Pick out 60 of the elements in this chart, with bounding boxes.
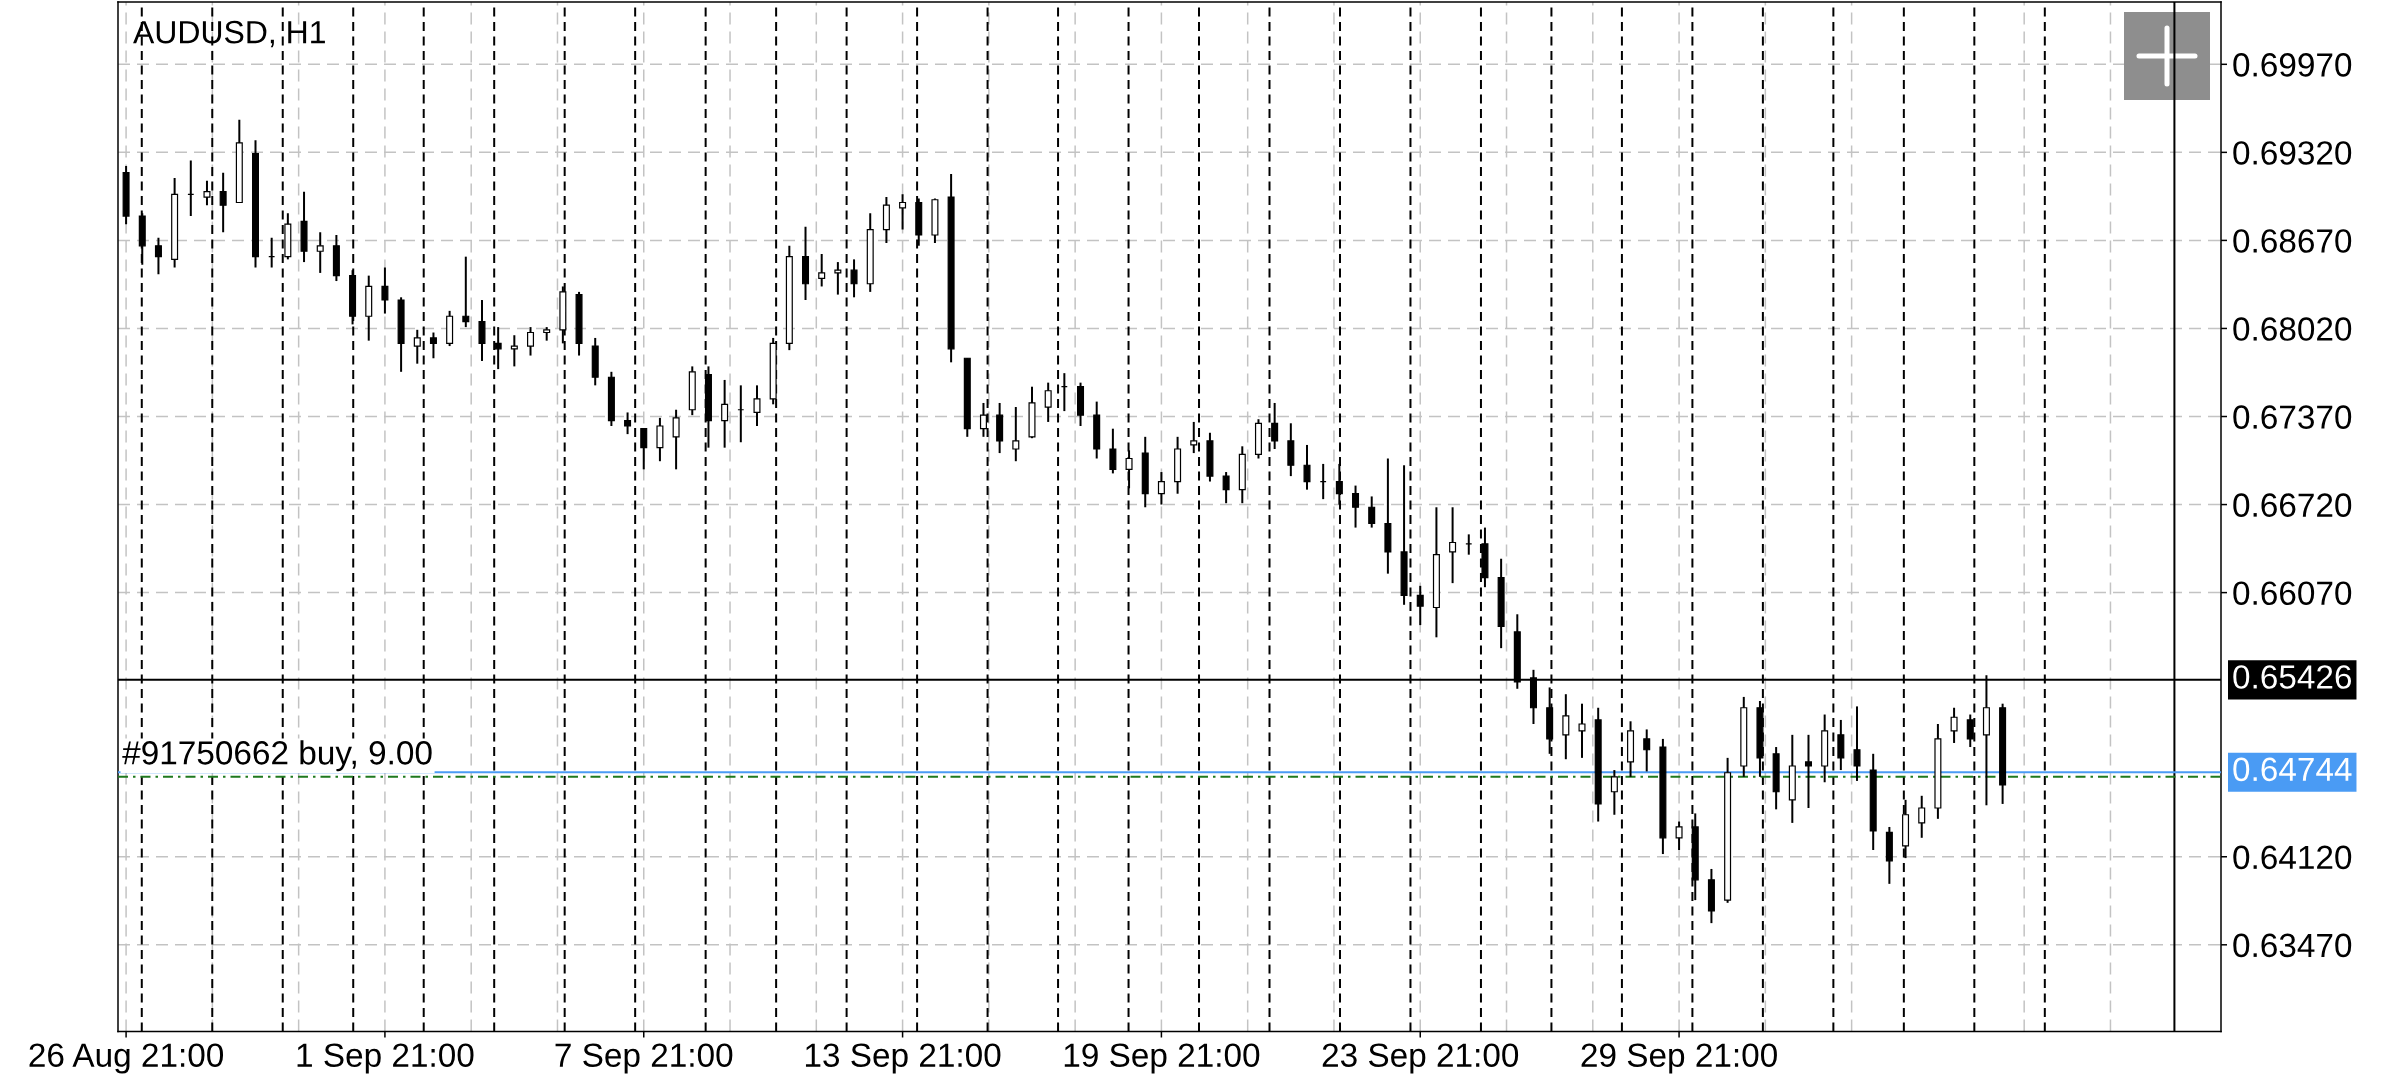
candlestick <box>154 236 162 276</box>
x-tick-label: 13 Sep 21:00 <box>805 1043 1001 1074</box>
candlestick <box>429 331 437 360</box>
y-tick-label: 0.67370 <box>2233 405 2352 429</box>
candlestick <box>1675 820 1683 851</box>
text: AUDUSD, H1 <box>133 20 325 48</box>
x-tick-label: 26 Aug 21:00 <box>29 1043 224 1074</box>
y-tick-label: 0.66070 <box>2233 581 2352 606</box>
candlestick <box>753 384 761 427</box>
candlestick <box>1950 706 1958 744</box>
y-tick-label: 0.69970 <box>2233 53 2352 77</box>
candlestick <box>1352 484 1360 529</box>
candlestick <box>462 255 470 329</box>
candlestick <box>316 231 324 274</box>
x-tick-label: 7 Sep 21:00 <box>555 1043 733 1074</box>
candlestick <box>1643 728 1651 773</box>
candlestick <box>624 411 632 436</box>
candlestick <box>850 258 858 299</box>
candlestick <box>1157 471 1165 506</box>
y-tick-label: 0.69320 <box>2233 141 2352 165</box>
y-tick-label: 0.63470 <box>2233 933 2352 958</box>
y-tick-label: 0.66720 <box>2233 493 2352 517</box>
candlestick <box>1918 794 1926 839</box>
x-tick-label: 29 Sep 21:00 <box>1581 1043 1777 1074</box>
x-tick-label: 1 Sep 21:00 <box>297 1043 474 1074</box>
candlestick <box>1804 733 1812 809</box>
candlestick <box>1853 705 1861 782</box>
candlestick <box>1610 769 1618 816</box>
x-tick-label: 23 Sep 21:00 <box>1322 1043 1519 1074</box>
candlestick <box>899 193 907 231</box>
candlestick <box>1837 718 1845 772</box>
candlestick <box>656 416 664 463</box>
ref-line-label: 0.65426 <box>2233 665 2352 689</box>
candlestick <box>510 334 518 368</box>
ref-line-label: 0.64744 <box>2233 757 2352 782</box>
candlestick <box>1109 427 1117 475</box>
y-tick-label: 0.68670 <box>2233 229 2352 253</box>
candlestick <box>478 299 486 362</box>
y-tick-label: 0.64120 <box>2233 845 2352 870</box>
candlestick <box>1012 406 1020 463</box>
candlestick <box>834 261 842 296</box>
candlestick <box>1044 381 1052 423</box>
candlestick <box>1562 693 1570 761</box>
candlestick <box>1368 495 1376 529</box>
ref-line-label: #91750662 buy, 9.00 <box>122 740 432 772</box>
candlestick <box>381 266 389 315</box>
candlestick <box>413 328 421 365</box>
candlestick <box>219 171 227 234</box>
x-tick-label: 19 Sep 21:00 <box>1064 1043 1260 1074</box>
candlestick <box>527 326 535 357</box>
y-tick-label: 0.68020 <box>2233 317 2352 341</box>
candlestick <box>1449 506 1457 585</box>
candlestick <box>1578 702 1586 759</box>
candlestick <box>1303 443 1311 491</box>
candlestick <box>1222 471 1230 505</box>
candlestick <box>818 252 826 288</box>
candlestick <box>640 427 648 471</box>
candlestick <box>672 408 680 471</box>
candlestick <box>1416 584 1424 627</box>
candlestick <box>721 378 729 449</box>
